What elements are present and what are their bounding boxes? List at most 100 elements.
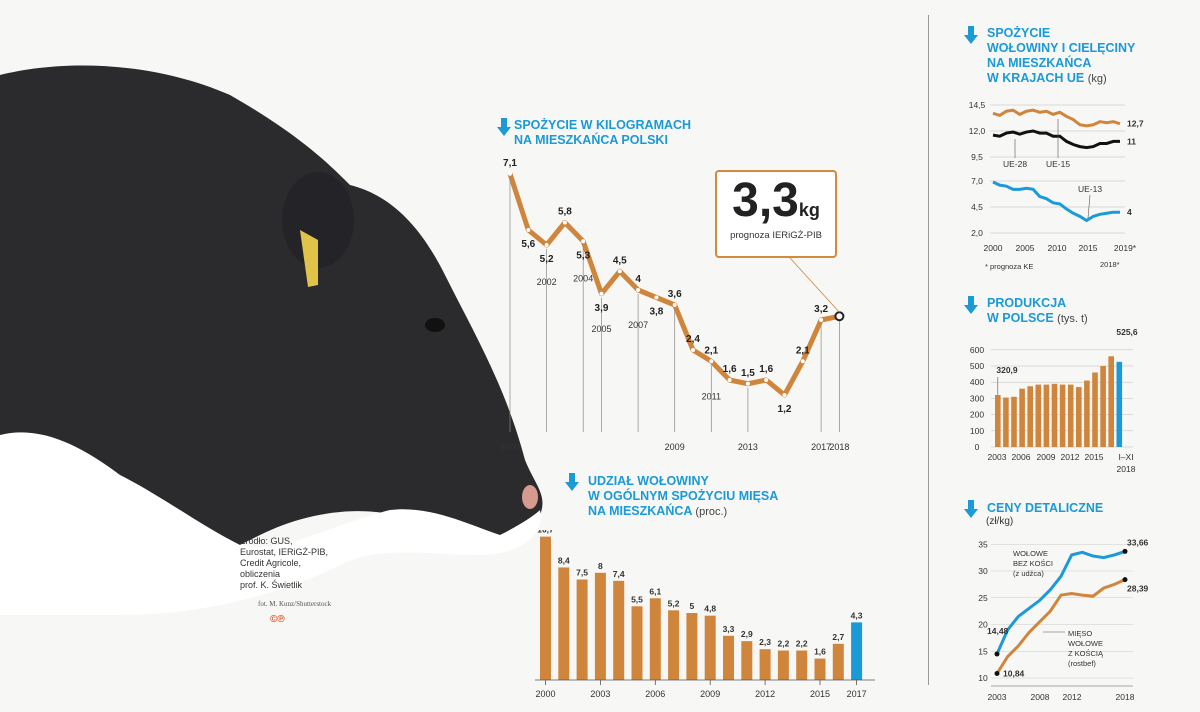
data-point [526,228,531,232]
x-tick-label: 2003 [988,452,1007,462]
year-label: 2017 [811,442,831,452]
beef-share-title: UDZIAŁ WOŁOWINY W OGÓLNYM SPOŻYCIU MIĘSA N… [588,474,779,518]
series-end-label: 12,7 [1127,119,1144,129]
year-label: 2018 [829,442,849,452]
data-label: 4,8 [704,604,716,614]
x-tick-label: 2006 [645,689,665,699]
data-label: 2,2 [777,639,789,649]
x-tick-label: 2015 [1085,452,1104,462]
forecast-box: 3,3kg prognoza IERiGŻ-PIB [715,170,837,258]
data-point [544,243,549,247]
data-point [636,288,641,292]
year-label: 2000 [500,442,520,452]
down-arrow-icon [565,473,579,491]
eu-consumption-title: SPOŻYCIE WOŁOWINY I CIELĘCINY NA MIESZKAŃC… [987,26,1136,85]
series-start-point [994,651,1000,657]
x-tick-label: 2008 [1031,692,1050,702]
source-note: Źródło: GUS, Eurostat, IERiGŻ-PIB, Credit … [240,536,329,590]
data-label: 10,7 [537,530,554,535]
series-start-label: 10,84 [1003,669,1025,679]
y-tick-label: 15 [978,646,988,656]
y-tick-label: 200 [970,410,984,420]
data-label: 5,2 [540,254,554,265]
data-label: 2,4 [686,334,700,345]
data-point [599,291,604,296]
x-tick-label: 2015 [810,689,830,699]
data-label: 3,2 [814,304,828,315]
forecast-note: prognoza IERiGŻ-PIB [730,230,822,241]
data-point [672,303,677,307]
series-end-point [1122,577,1128,583]
bar [741,641,753,680]
cow-photo [0,65,543,615]
data-label: 7,4 [613,569,625,579]
retail-prices-chart: 35302520151033,6628,3914,4810,84WOŁOWEBE… [978,537,1148,702]
bar [704,615,716,680]
series-line [992,108,1121,128]
down-arrow-icon [964,500,978,518]
data-label: 1,2 [778,404,792,415]
y-tick-label: 14,5 [969,100,986,110]
bar [814,658,826,680]
data-point [727,378,732,382]
data-label: 2,9 [741,629,753,639]
series-start-point [994,671,1000,677]
bar [851,622,863,680]
series-pointer [1087,194,1091,219]
y-tick-label: 7,0 [971,176,983,186]
bar [1100,366,1106,447]
x-tick-label: 2018 [1117,464,1136,474]
bar [777,650,789,680]
data-label: 7,1 [503,158,517,169]
y-tick-label: 400 [970,377,984,387]
x-tick-label: I–XI [1118,452,1133,462]
series-line [995,578,1126,675]
data-label: 2,1 [704,345,718,356]
y-tick-label: 25 [978,593,988,603]
y-tick-label: 0 [975,442,980,452]
y-tick-label: 100 [970,426,984,436]
bar [540,536,551,680]
year-label: 2009 [665,442,685,452]
year-label: 2002 [537,277,557,287]
x-tick-label: 2019* [1114,243,1137,253]
data-point [782,393,787,397]
bar [558,567,570,680]
production-chart: 600 500 400 300 200 100 0 320,9 525,6 2003 2006 200… [970,327,1138,474]
x-tick-label: 2003 [988,692,1007,702]
data-label: 8 [598,561,603,571]
bar [1035,384,1042,447]
y-tick-label: 12,0 [969,126,986,136]
data-point [581,239,586,244]
data-point [745,381,750,386]
x-tick-label: 2000 [535,689,555,699]
bar [723,635,734,680]
forecast-value: 3,3 [732,174,799,227]
data-label: 1,6 [814,647,826,657]
legend-text: (z udźca) [1013,569,1044,578]
data-label: 3,3 [723,624,735,634]
data-label: 1,6 [723,364,737,375]
x-tick-label: 2015 [1079,243,1098,253]
bar [995,395,1001,447]
data-label: 6,1 [649,586,661,596]
consumption-pl-chart: 2000 7,1 5,6 2002 5,2 5,8 2004 5,3 2005 3,9 4,5 200… [500,158,849,452]
x-tick-label: 2006 [1012,452,1031,462]
bar [613,580,625,680]
bar [1011,396,1017,447]
legend-text: Z KOŚCIĄ [1068,649,1104,658]
x-tick-label: 2009 [700,689,720,699]
data-label: 1,5 [741,368,755,379]
bar [631,606,643,680]
data-label: 5,8 [558,207,572,218]
bar [1059,384,1066,447]
y-tick-label: 9,5 [971,152,983,162]
down-arrow-icon [497,118,511,136]
photo-credit: fot. M. Kunz/Shutterstock [258,600,332,608]
data-label: 7,5 [576,568,588,578]
y-tick-label: 500 [970,361,984,371]
y-tick-label: 10 [978,673,988,683]
forecast-connector [789,257,840,313]
y-tick-label: 300 [970,393,984,403]
series-line [992,180,1120,223]
